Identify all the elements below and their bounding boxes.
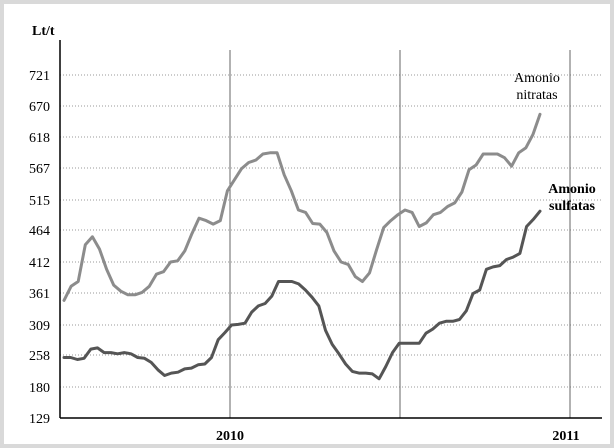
y-tick-label: 258: [29, 349, 50, 364]
y-tick-label: 464: [29, 224, 50, 239]
x-tick-label-2010: 2010: [216, 429, 244, 444]
y-tick-label: 361: [29, 287, 50, 302]
y-tick-label: 567: [29, 162, 50, 177]
label-amonio-nitratas-0: Amonio: [514, 71, 560, 86]
y-tick-label: 721: [29, 69, 50, 84]
label-amonio-sulfatas-0: Amonio: [548, 182, 595, 197]
y-tick-label: 618: [29, 131, 50, 146]
label-amonio-nitratas-1: nitratas: [516, 88, 557, 103]
series: [62, 112, 542, 381]
y-axis-unit-label: Lt/t: [32, 24, 55, 39]
label-amonio-sulfatas-1: sulfatas: [549, 199, 595, 214]
y-tick-label: 129: [29, 412, 50, 427]
series-line-amonio-nitratas: [62, 112, 542, 302]
axes: [59, 40, 602, 419]
x-tick-label-2011: 2011: [552, 429, 579, 444]
y-tick-label: 670: [29, 100, 50, 115]
series-line-amonio-sulfatas: [62, 209, 542, 381]
vertical-gridlines: [229, 50, 571, 418]
x-tick-labels: 2010 2011: [216, 429, 580, 444]
y-tick-labels: 129 180 258 309 361 412 464 515 567 618 670 721: [29, 69, 50, 427]
series-labels: Amonio nitratas Amonio sulfatas: [514, 71, 596, 214]
grid: [60, 74, 602, 388]
y-tick-label: 412: [29, 256, 50, 271]
y-tick-label: 309: [29, 319, 50, 334]
y-tick-label: 515: [29, 194, 50, 209]
y-tick-label: 180: [29, 381, 50, 396]
